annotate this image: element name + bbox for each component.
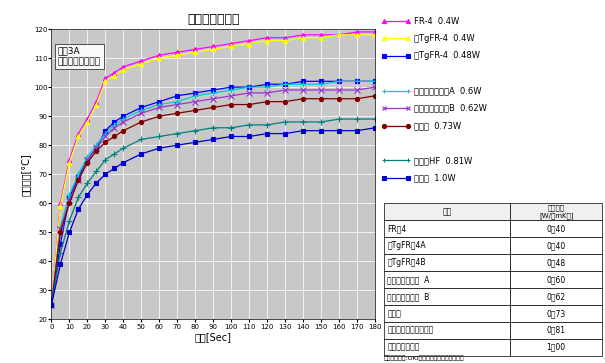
Text: 熱伝導率
[W/（mK）]: 熱伝導率 [W/（mK）] xyxy=(539,205,574,219)
Text: FR－4: FR－4 xyxy=(387,224,407,233)
Text: 高TgFR-4  0.48W: 高TgFR-4 0.48W xyxy=(414,52,480,60)
Text: ハロゲンフリー  A: ハロゲンフリー A xyxy=(387,275,430,284)
Text: 高弾性HF  0.81W: 高弾性HF 0.81W xyxy=(414,156,473,165)
Text: データご提供:OKI田中サーキット株式会社様: データご提供:OKI田中サーキット株式会社様 xyxy=(384,356,465,361)
Text: 高放熴  1.0W: 高放熴 1.0W xyxy=(414,174,456,182)
Text: 0．40: 0．40 xyxy=(546,241,566,250)
Text: ハロゲンフリーA  0.6W: ハロゲンフリーA 0.6W xyxy=(414,86,482,95)
Text: 電浐3A
サーモで温度測定: 電浐3A サーモで温度測定 xyxy=(58,46,101,66)
Text: 1．00: 1．00 xyxy=(547,343,566,352)
Text: 高弾性: 高弾性 xyxy=(387,309,401,318)
Text: 高弾性  0.73W: 高弾性 0.73W xyxy=(414,121,462,130)
Text: 0．48: 0．48 xyxy=(547,258,566,267)
X-axis label: 時間[Sec]: 時間[Sec] xyxy=(195,333,232,342)
Title: 温度上昇グラフ: 温度上昇グラフ xyxy=(187,13,240,26)
Text: 0．73: 0．73 xyxy=(546,309,566,318)
Text: 材料: 材料 xyxy=(443,207,452,216)
Text: 高TgFR－4B: 高TgFR－4B xyxy=(387,258,426,267)
Text: 0．81: 0．81 xyxy=(547,326,566,335)
Text: 0．62: 0．62 xyxy=(547,292,566,301)
Text: 0．40: 0．40 xyxy=(546,224,566,233)
Text: 高放熴（参考）: 高放熴（参考） xyxy=(387,343,420,352)
Text: ハロゲンフリー  B: ハロゲンフリー B xyxy=(387,292,430,301)
Text: FR-4  0.4W: FR-4 0.4W xyxy=(414,17,460,25)
Text: 高弾性ハロゲンフリー: 高弾性ハロゲンフリー xyxy=(387,326,433,335)
Text: ハロゲンフリーB  0.62W: ハロゲンフリーB 0.62W xyxy=(414,104,487,113)
Text: 高TgFR-4  0.4W: 高TgFR-4 0.4W xyxy=(414,34,475,43)
Y-axis label: 導体温度[°C]: 導体温度[°C] xyxy=(21,153,31,196)
Text: 0．60: 0．60 xyxy=(546,275,566,284)
Text: 高TgFR－4A: 高TgFR－4A xyxy=(387,241,426,250)
